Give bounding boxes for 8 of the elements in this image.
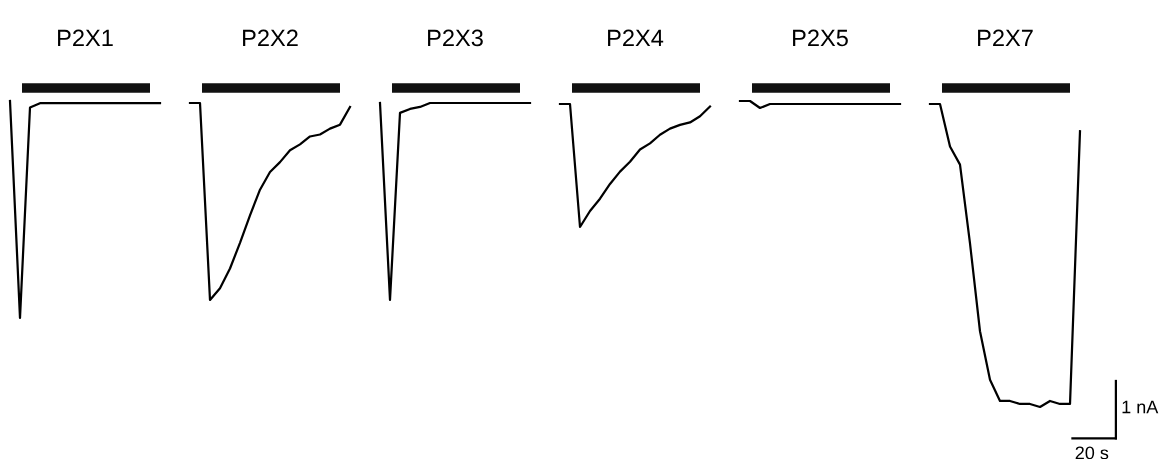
chart-title: P2X2 [243,29,298,47]
chart-title: P2X5 [793,29,848,47]
chart-title: P2X7 [978,29,1033,47]
text: 1 nA [1122,400,1159,414]
chart-title: P2X4 [608,29,664,47]
chart-title: P2X3 [428,29,483,47]
chart-title: P2X1 [58,29,113,47]
text: 20 s [1075,446,1109,459]
